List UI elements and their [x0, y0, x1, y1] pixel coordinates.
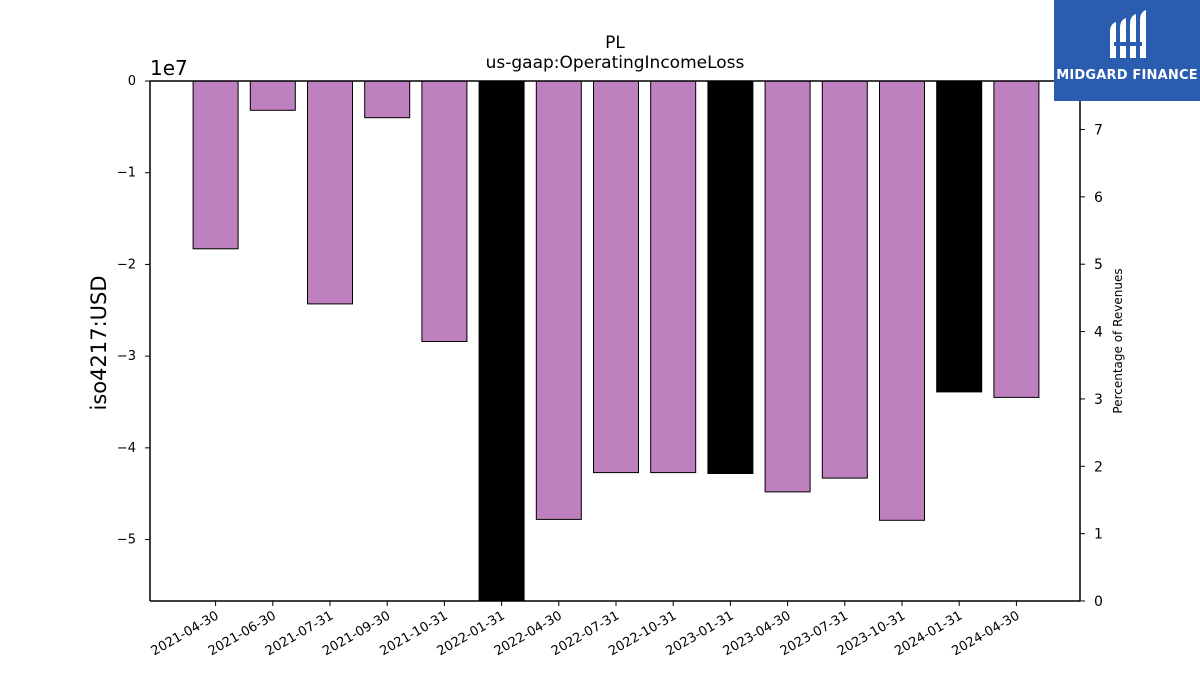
y-axis-offset-label: 1e7 [150, 56, 188, 80]
bar-2021-07-31 [307, 80, 353, 305]
bar-2024-04-30 [993, 80, 1040, 398]
chart-title: PL [605, 33, 625, 53]
bar-2023-01-31 [707, 80, 754, 474]
chart-subtitle: us-gaap:OperatingIncomeLoss [486, 53, 745, 73]
bar-2021-06-30 [249, 80, 296, 111]
bar-2021-04-30 [192, 80, 239, 250]
y-tick-label: −3 [117, 349, 136, 364]
y-tick-label: 0 [128, 74, 136, 89]
bar-2021-09-30 [364, 80, 411, 119]
y-axis-label: iso4217:USD [87, 275, 111, 410]
bars-group [192, 80, 1040, 602]
y-tick-label: −4 [117, 441, 136, 456]
secondary-y-axis-label: Percentage of Revenues [1111, 268, 1125, 413]
bar-2023-04-30 [764, 80, 811, 493]
y2-tick-label: 0 [1094, 594, 1103, 610]
y-tick-label: −2 [117, 257, 136, 272]
y2-tick-label: 1 [1094, 527, 1103, 543]
bar-2022-10-31 [650, 80, 697, 474]
bar-2022-04-30 [535, 80, 582, 520]
y2-tick-label: 2 [1094, 459, 1103, 475]
bar-2022-01-31 [478, 80, 525, 602]
y2-tick-label: 5 [1094, 257, 1103, 273]
y2-tick-label: 6 [1094, 190, 1103, 206]
y-tick-label: −1 [117, 166, 136, 181]
bar-2023-10-31 [879, 80, 925, 521]
y2-tick-label: 7 [1094, 122, 1103, 138]
y2-tick-label: 4 [1094, 325, 1103, 341]
brand-logo: MIDGARD FINANCE [1054, 0, 1200, 101]
brand-logo-text: MIDGARD FINANCE [1056, 68, 1198, 83]
bar-2022-07-31 [593, 80, 639, 474]
y-tick-label: −5 [117, 533, 136, 548]
midgard-logo-icon [1110, 10, 1146, 58]
bar-2021-10-31 [421, 80, 468, 342]
bar-2023-07-31 [821, 80, 868, 479]
y2-tick-label: 3 [1094, 392, 1103, 408]
bar-2024-01-31 [936, 80, 983, 393]
